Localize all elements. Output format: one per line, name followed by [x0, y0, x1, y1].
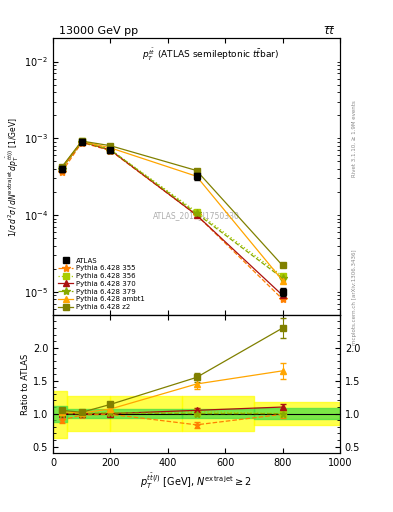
Pythia 6.428 ambt1: [280, 278, 285, 284]
Pythia 6.428 z2: [59, 164, 64, 170]
Pythia 6.428 370: [280, 292, 285, 298]
Pythia 6.428 355: [194, 212, 199, 218]
Text: t̅t̅: t̅t̅: [325, 26, 334, 36]
Text: 13000 GeV pp: 13000 GeV pp: [59, 26, 138, 36]
Line: Pythia 6.428 356: Pythia 6.428 356: [58, 138, 286, 280]
Line: Pythia 6.428 379: Pythia 6.428 379: [57, 138, 287, 283]
Line: Pythia 6.428 z2: Pythia 6.428 z2: [58, 138, 286, 269]
Pythia 6.428 ambt1: [194, 173, 199, 179]
Line: Pythia 6.428 370: Pythia 6.428 370: [58, 138, 286, 299]
Text: Rivet 3.1.10, ≥ 1.9M events: Rivet 3.1.10, ≥ 1.9M events: [352, 100, 357, 177]
Pythia 6.428 379: [194, 210, 199, 217]
Pythia 6.428 370: [194, 212, 199, 218]
Legend: ATLAS, Pythia 6.428 355, Pythia 6.428 356, Pythia 6.428 370, Pythia 6.428 379, P: ATLAS, Pythia 6.428 355, Pythia 6.428 35…: [57, 256, 146, 311]
Y-axis label: Ratio to ATLAS: Ratio to ATLAS: [21, 353, 30, 415]
Pythia 6.428 370: [108, 147, 113, 153]
Pythia 6.428 356: [194, 209, 199, 215]
Pythia 6.428 355: [79, 139, 84, 145]
Pythia 6.428 z2: [79, 138, 84, 144]
Pythia 6.428 ambt1: [79, 138, 84, 144]
Text: $p_T^{t\bar{t}\,}$ (ATLAS semileptonic $t\bar{t}$bar): $p_T^{t\bar{t}\,}$ (ATLAS semileptonic $…: [142, 47, 279, 63]
Pythia 6.428 370: [79, 139, 84, 145]
Y-axis label: $1/\sigma\,d^2\sigma\,/\,dN^{\mathrm{extra\,jet}}\,dp_T^{t\bar{t}(l)}$ [1/GeV]: $1/\sigma\,d^2\sigma\,/\,dN^{\mathrm{ext…: [5, 117, 21, 237]
Pythia 6.428 z2: [280, 263, 285, 269]
Pythia 6.428 370: [59, 166, 64, 172]
Pythia 6.428 z2: [194, 167, 199, 174]
Pythia 6.428 379: [59, 166, 64, 172]
Pythia 6.428 355: [108, 147, 113, 154]
Pythia 6.428 356: [280, 273, 285, 279]
Line: Pythia 6.428 355: Pythia 6.428 355: [57, 138, 287, 304]
Pythia 6.428 ambt1: [108, 145, 113, 151]
Pythia 6.428 ambt1: [59, 165, 64, 171]
X-axis label: $p_T^{t\bar{t}(l)}$ [GeV], $N^{\mathrm{extra\,jet}} \geq 2$: $p_T^{t\bar{t}(l)}$ [GeV], $N^{\mathrm{e…: [140, 472, 253, 492]
Pythia 6.428 356: [79, 138, 84, 144]
Pythia 6.428 379: [280, 275, 285, 281]
Pythia 6.428 355: [280, 296, 285, 302]
Pythia 6.428 356: [59, 165, 64, 171]
Line: Pythia 6.428 ambt1: Pythia 6.428 ambt1: [58, 138, 286, 284]
Pythia 6.428 379: [108, 146, 113, 153]
Pythia 6.428 379: [79, 139, 84, 145]
Text: mcplots.cern.ch [arXiv:1306.3436]: mcplots.cern.ch [arXiv:1306.3436]: [352, 249, 357, 345]
Pythia 6.428 z2: [108, 143, 113, 149]
Pythia 6.428 356: [108, 146, 113, 153]
Text: ATLAS_2019_I1750330: ATLAS_2019_I1750330: [153, 211, 240, 220]
Pythia 6.428 355: [59, 169, 64, 176]
